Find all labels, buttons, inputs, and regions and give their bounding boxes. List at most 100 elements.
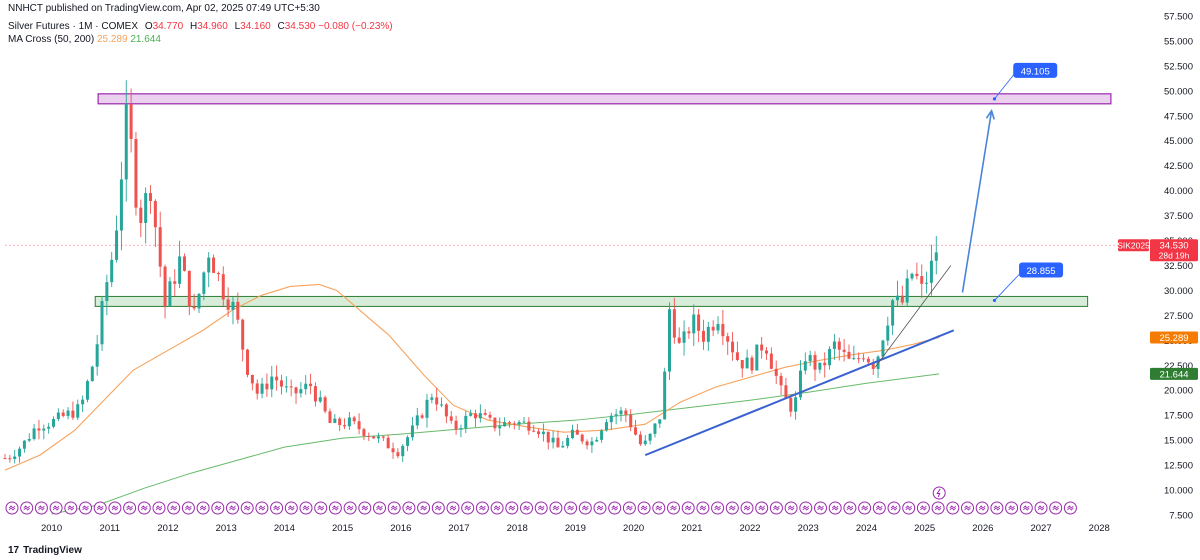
candle-body — [634, 427, 638, 435]
candle-body — [454, 420, 458, 430]
candle-body — [401, 445, 405, 457]
event-marker-glyph — [38, 505, 45, 511]
candle-body — [464, 415, 468, 429]
event-marker-icon — [328, 501, 342, 515]
event-marker-icon — [622, 501, 636, 515]
y-tick-label: 22.500 — [1164, 361, 1193, 372]
candle-body — [406, 437, 410, 446]
event-marker-glyph — [582, 505, 589, 511]
candle-body — [18, 448, 22, 457]
candle-body — [376, 436, 380, 439]
event-marker-glyph — [376, 505, 383, 511]
event-marker-glyph — [8, 505, 16, 511]
event-marker-icon — [769, 501, 783, 515]
event-marker-icon — [1019, 501, 1033, 515]
event-marker-glyph — [993, 505, 1001, 511]
event-marker-glyph — [655, 505, 663, 511]
candle-body — [216, 272, 220, 275]
x-tick-label: 2019 — [565, 523, 586, 534]
candle-body — [857, 358, 861, 360]
candle-body — [420, 415, 424, 418]
candle-body — [750, 357, 754, 371]
candle-body — [697, 314, 701, 331]
candle-body — [537, 431, 541, 435]
event-marker-icon — [887, 501, 901, 515]
price-tag-box — [1150, 239, 1198, 262]
candle-body — [643, 440, 647, 445]
event-marker-icon — [755, 501, 769, 515]
event-marker-icon — [828, 501, 842, 515]
projection-arrow-shaft — [961, 110, 993, 293]
open-label: O — [144, 21, 153, 32]
candle-body — [197, 293, 201, 309]
event-marker-icon — [255, 501, 269, 515]
x-tick-label: 2022 — [739, 523, 760, 534]
candle-body — [299, 389, 303, 394]
candle-body — [852, 358, 856, 360]
y-tick-label: 55.000 — [1164, 36, 1193, 47]
candle-body — [532, 430, 536, 432]
candle-body — [541, 431, 545, 435]
event-marker-icon — [387, 501, 401, 515]
low-value: 34.160 — [240, 21, 271, 32]
x-tick-label: 2012 — [157, 523, 178, 534]
event-marker-icon — [711, 501, 725, 515]
candle-body — [221, 274, 225, 300]
candle-body — [929, 260, 933, 283]
event-marker-glyph — [273, 505, 280, 511]
candle-body — [595, 439, 599, 442]
candle-body — [66, 410, 70, 416]
candle-body — [270, 376, 274, 390]
candle-body — [236, 301, 240, 320]
candle-body — [784, 385, 788, 398]
candle-body — [828, 348, 832, 366]
event-marker-icon — [314, 501, 328, 515]
event-marker-icon — [343, 501, 357, 515]
event-marker-glyph — [288, 505, 295, 511]
candle-body — [153, 200, 157, 228]
y-tick-label: 15.000 — [1164, 436, 1193, 447]
candle-body — [478, 413, 482, 419]
y-tick-label: 50.000 — [1164, 86, 1193, 97]
event-marker-icon — [1063, 501, 1077, 515]
candle-body — [881, 340, 885, 357]
event-marker-icon — [461, 501, 475, 515]
candle-body — [847, 351, 851, 359]
event-marker-icon — [240, 501, 254, 515]
event-marker-icon — [373, 501, 386, 515]
candle-body — [866, 358, 870, 363]
ma-legend: MA Cross (50, 200) 25.289 21.644 — [8, 34, 161, 45]
open-value: 34.770 — [152, 21, 184, 32]
tradingview-logo[interactable]: 17 TradingView — [8, 545, 82, 556]
candle-body — [832, 341, 836, 349]
y-tick-label: 20.000 — [1164, 386, 1193, 397]
event-marker-icon — [211, 501, 225, 515]
candle-body — [600, 430, 604, 440]
event-marker-glyph — [743, 505, 751, 511]
event-marker-icon — [123, 501, 137, 515]
candle-body — [920, 276, 924, 284]
event-marker-icon — [5, 501, 19, 515]
candle-body — [226, 299, 230, 310]
candle-body — [862, 358, 866, 360]
event-marker-glyph — [920, 505, 927, 511]
y-tick-label: 17.500 — [1164, 411, 1193, 422]
event-marker-glyph — [1067, 505, 1074, 511]
symbol-name[interactable]: Silver Futures · 1M · COMEX — [8, 21, 139, 32]
event-marker-glyph — [332, 505, 339, 511]
candle-body — [551, 437, 555, 443]
resistance-zone — [97, 93, 1112, 105]
event-marker-icon — [49, 501, 63, 515]
event-marker-glyph — [479, 505, 486, 511]
candle-body — [895, 295, 899, 301]
label-49105-point — [992, 97, 997, 101]
candle-body — [813, 355, 817, 370]
symbol-tag-text: SIK2025 — [1117, 241, 1150, 251]
candle-body — [721, 324, 725, 337]
candle-body — [823, 362, 827, 366]
support-zone — [94, 295, 1089, 307]
event-marker-icon — [975, 501, 989, 515]
event-marker-icon — [902, 501, 916, 515]
ma-label[interactable]: MA Cross (50, 200) — [8, 34, 95, 45]
